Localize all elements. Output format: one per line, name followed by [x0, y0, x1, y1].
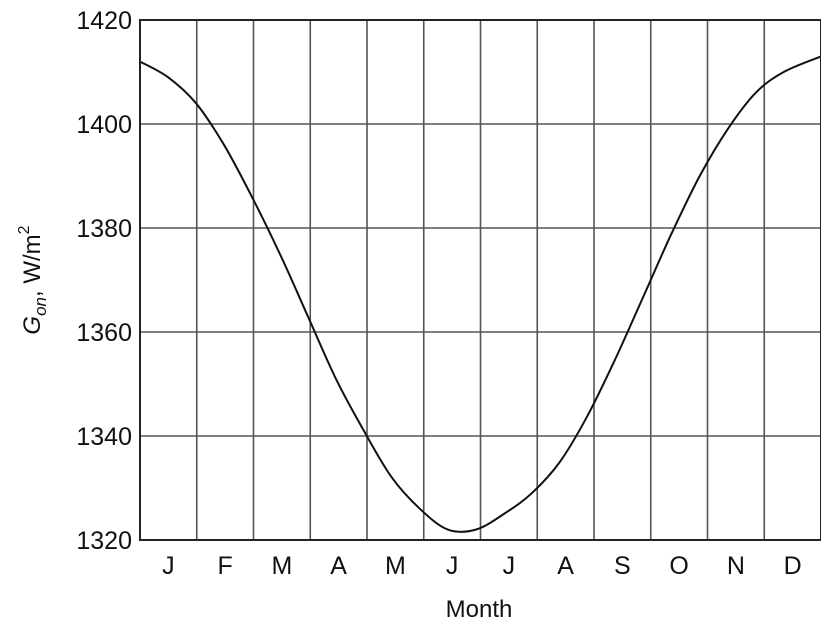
x-tick-label: J — [503, 552, 516, 580]
y-tick-label: 1380 — [76, 215, 132, 243]
x-tick-label: N — [727, 552, 745, 580]
x-tick-label: F — [217, 552, 232, 580]
y-tick-label: 1340 — [76, 423, 132, 451]
y-tick-label: 1360 — [76, 319, 132, 347]
y-tick-labels: 1320 1340 1360 1380 1400 1420 — [76, 7, 132, 555]
grid-lines — [140, 19, 821, 541]
solar-irradiance-curve — [139, 55, 821, 533]
y-tick-label: 1420 — [76, 7, 132, 35]
y-axis-title: Gon, W/m2 — [16, 225, 50, 334]
x-tick-label: A — [557, 552, 574, 580]
x-tick-label: A — [330, 552, 347, 580]
y-tick-label: 1400 — [76, 111, 132, 139]
x-tick-label: J — [446, 552, 459, 580]
y-axis-subscript: on — [31, 297, 50, 316]
x-tick-label: M — [385, 552, 406, 580]
y-axis-symbol: G — [19, 316, 46, 335]
x-tick-label: M — [271, 552, 292, 580]
x-tick-label: O — [669, 552, 688, 580]
y-axis-exponent: 2 — [16, 225, 33, 234]
y-tick-label: 1320 — [76, 527, 132, 555]
x-tick-label: S — [614, 552, 631, 580]
x-tick-label: D — [784, 552, 802, 580]
plot-frame — [139, 19, 821, 541]
x-axis-title: Month — [446, 596, 513, 623]
y-axis-unit: , W/m — [19, 234, 46, 297]
x-tick-label: J — [162, 552, 175, 580]
